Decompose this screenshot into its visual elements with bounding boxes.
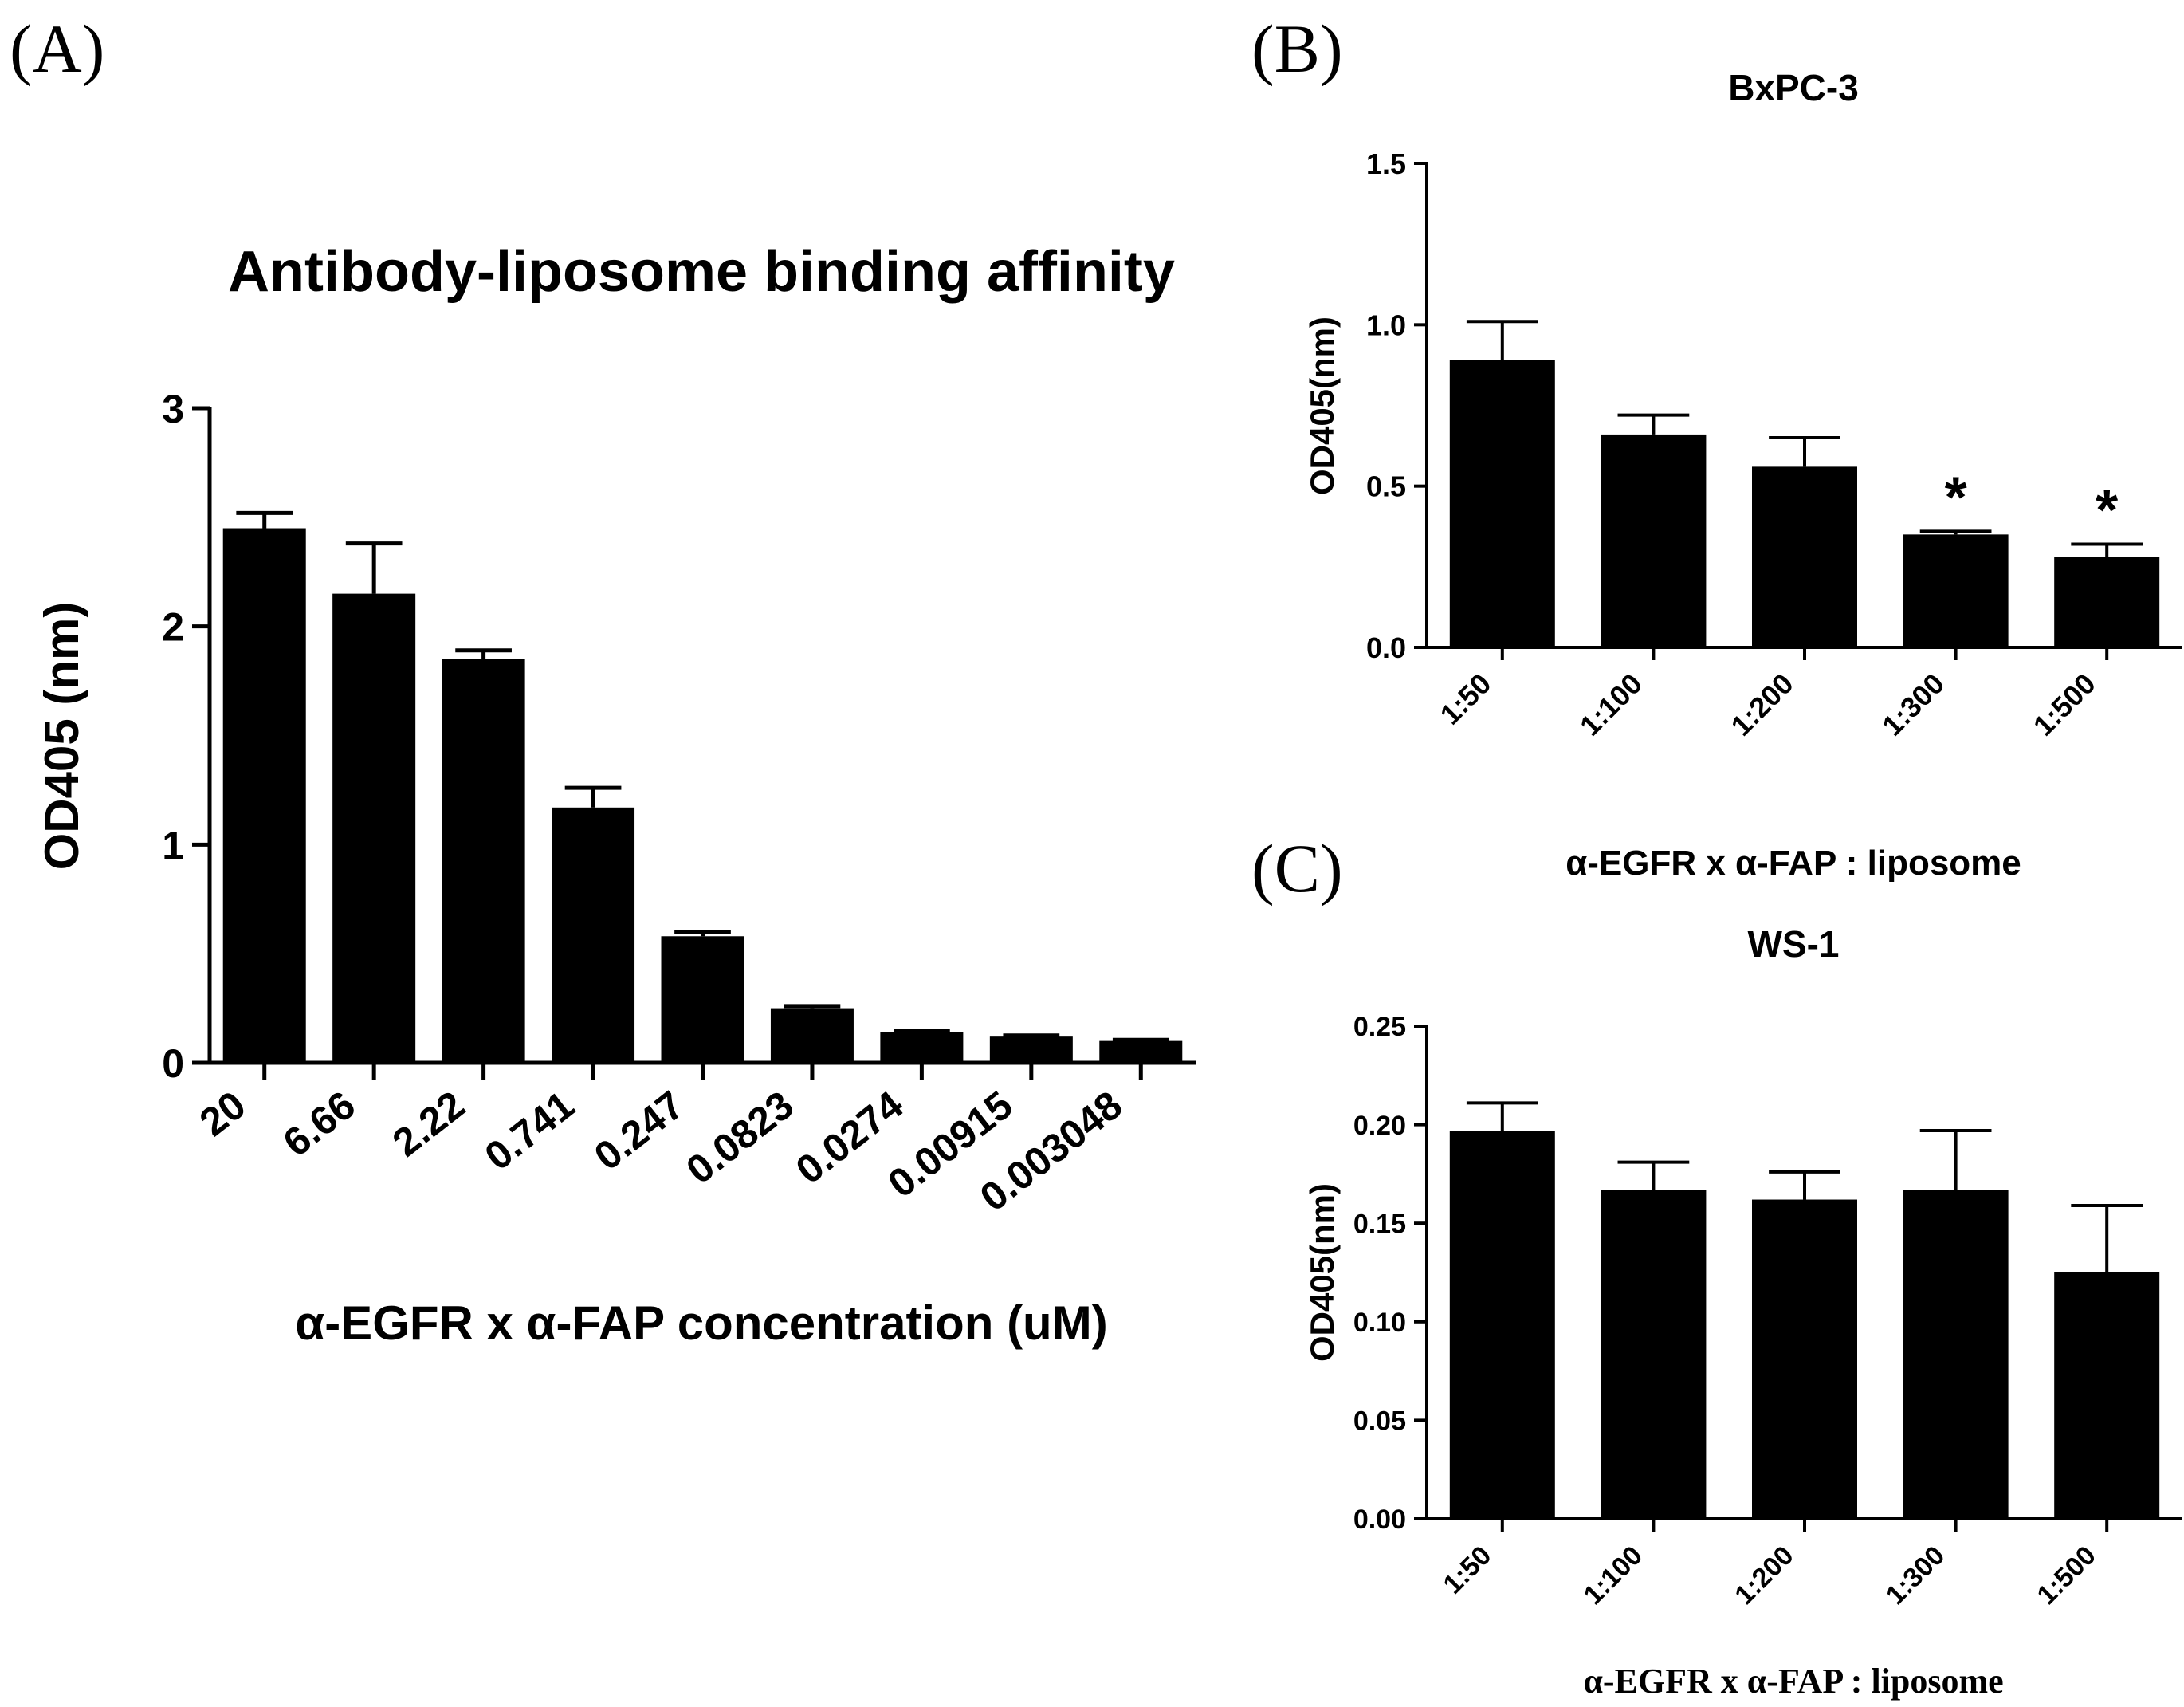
panel-1-ytick-label: 3: [162, 387, 184, 431]
panel-2-ytick-label: 0.5: [1366, 470, 1406, 503]
panel-3-xtick-label: 1:200: [1729, 1540, 1799, 1611]
panel-1-xtick-label: 2.22: [384, 1083, 473, 1166]
panel-3-xtick-label: 1:500: [2031, 1540, 2101, 1611]
panel-1-bar: [332, 593, 416, 1063]
panel-2-xlabel: α-EGFR x α-FAP : liposome: [1565, 844, 2021, 883]
panel-2-bar: [1449, 360, 1555, 647]
panel-3-ytick-label: 0.20: [1353, 1111, 1406, 1141]
panel-3-bar: [1752, 1199, 1857, 1519]
panel-3-ytick-label: 0.25: [1353, 1012, 1406, 1042]
panel-1-bar: [880, 1032, 964, 1063]
panel-1-xtick-label: 0.247: [586, 1083, 692, 1179]
panel-3-xtick-label: 1:100: [1578, 1540, 1648, 1611]
panel-2-significance-mark: *: [1945, 466, 1967, 529]
panel-1-ytick-label: 0: [162, 1041, 184, 1086]
panel-3-title: WS-1: [1748, 923, 1840, 965]
panel-1-bar: [222, 528, 306, 1063]
panel-2-xtick-label: 1:100: [1573, 667, 1648, 742]
panel-2-ylabel: OD405(nm): [1303, 317, 1341, 495]
panel-3-bar: [1449, 1131, 1555, 1519]
panel-3-xlabel: α-EGFR x α-FAP : liposome: [1583, 1662, 2003, 1701]
panel-2-bar: [2054, 557, 2160, 647]
panel-1-bar: [1099, 1040, 1183, 1063]
panel-3-bar: [1903, 1190, 2009, 1519]
panel-2-xtick-label: 1:300: [1876, 667, 1950, 742]
panel-1-label: (A): [10, 10, 104, 87]
panel-1-bar: [552, 807, 635, 1063]
panel-2-ytick-label: 0.0: [1366, 631, 1406, 664]
panel-2-xtick-label: 1:200: [1725, 667, 1800, 742]
panel-1-ylabel: OD405 (nm): [35, 602, 88, 871]
panel-2-ytick-label: 1.0: [1366, 309, 1406, 341]
panel-3-ytick-label: 0.05: [1353, 1406, 1406, 1437]
panel-2-bar: [1903, 534, 2009, 647]
panel-3-label: (C): [1251, 830, 1343, 907]
panel-1-bar: [770, 1008, 854, 1063]
panel-2-label: (B): [1251, 10, 1343, 87]
panel-1-xtick-label: 0.0823: [678, 1083, 802, 1193]
panel-2-significance-mark: *: [2096, 479, 2118, 543]
panel-3-ylabel: OD405(nm): [1303, 1183, 1341, 1362]
panel-1-ytick-label: 2: [162, 605, 184, 650]
panel-2-xtick-label: 1:50: [1434, 667, 1498, 731]
panel-2-title: BxPC-3: [1728, 67, 1859, 108]
panel-1-xtick-label: 20: [191, 1083, 253, 1145]
panel-1-ytick-label: 1: [162, 823, 184, 867]
panel-3-bar: [1601, 1190, 1707, 1519]
panel-1-bar: [661, 936, 744, 1063]
panel-2-bar: [1752, 466, 1857, 647]
panel-2-bar: [1601, 434, 1707, 647]
panel-1-xlabel: α-EGFR x α-FAP concentration (uM): [295, 1296, 1107, 1350]
panel-1-bar: [989, 1036, 1073, 1063]
panel-3-ytick-label: 0.00: [1353, 1504, 1406, 1535]
panel-1-xtick-label: 0.741: [477, 1083, 583, 1179]
panel-3-bar: [2054, 1272, 2160, 1519]
panel-2-ytick-label: 1.5: [1366, 147, 1406, 180]
panel-1-xtick-label: 6.66: [275, 1083, 363, 1166]
panel-3-xtick-label: 1:50: [1437, 1540, 1497, 1600]
panel-3-ytick-label: 0.15: [1353, 1209, 1406, 1239]
panel-3-xtick-label: 1:300: [1880, 1540, 1950, 1611]
panel-1-title: Antibody-liposome binding affinity: [228, 240, 1175, 304]
panel-3-ytick-label: 0.10: [1353, 1308, 1406, 1338]
panel-1-bar: [442, 659, 525, 1063]
panel-2-xtick-label: 1:500: [2027, 667, 2102, 742]
